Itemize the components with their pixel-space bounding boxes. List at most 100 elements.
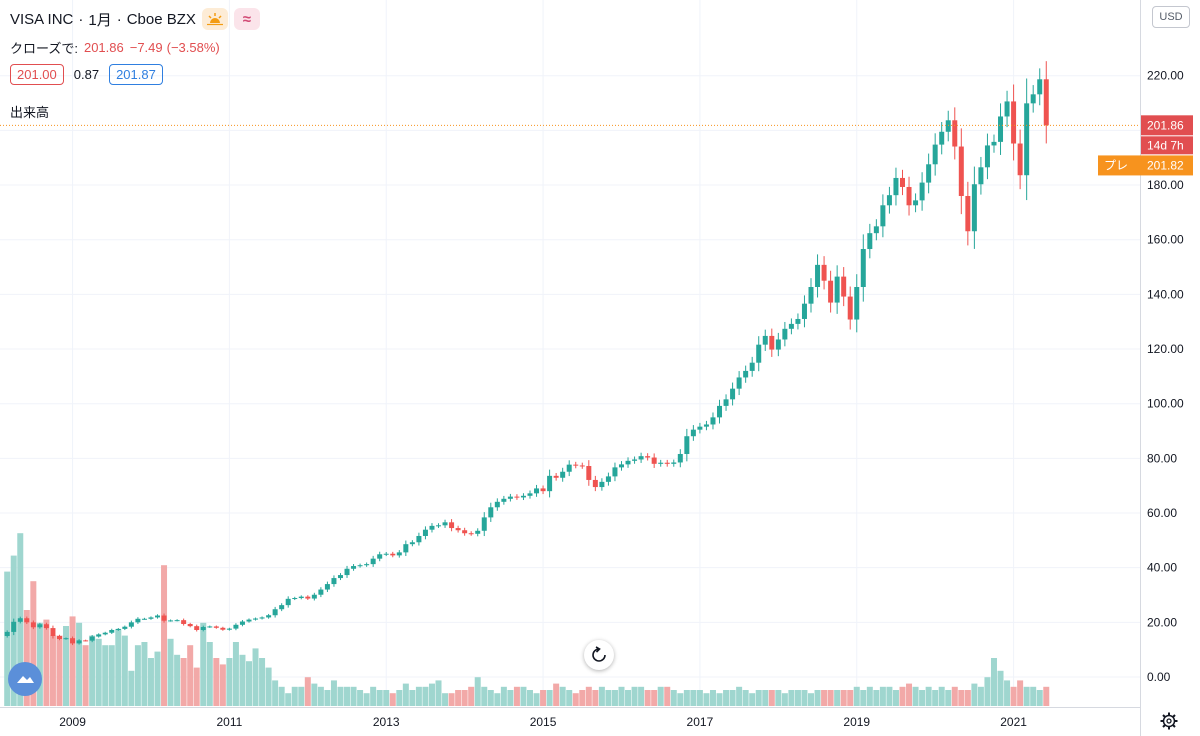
- candle-body: [429, 525, 435, 530]
- volume-bar: [76, 622, 83, 706]
- price-tick-label: 180.00: [1147, 178, 1184, 192]
- candle-body: [841, 276, 847, 297]
- volume-bar: [742, 690, 749, 706]
- candle-body: [181, 620, 187, 624]
- candle-body: [880, 205, 886, 227]
- volume-bar: [180, 658, 187, 706]
- volume-bar: [219, 664, 226, 706]
- volume-bar: [899, 686, 906, 706]
- volume-bar: [278, 686, 285, 706]
- candle-body: [991, 141, 997, 146]
- volume-bar: [723, 690, 730, 706]
- volume-bar: [193, 667, 200, 706]
- candle-body: [266, 615, 272, 618]
- time-axis[interactable]: 2009 2011 2013 2015 2017 2019 2021: [59, 715, 1027, 729]
- volume-bar: [762, 690, 769, 706]
- change-value: −7.49: [129, 40, 163, 55]
- countdown-tag: [1141, 136, 1193, 155]
- volume-bar: [696, 690, 703, 706]
- volume-bar: [520, 686, 527, 706]
- candle-body: [573, 464, 579, 466]
- candle-body: [494, 501, 500, 508]
- candle-body: [723, 399, 729, 406]
- price-tick-label: 80.00: [1147, 451, 1177, 465]
- candle-body: [475, 530, 481, 534]
- volume-bar: [330, 680, 337, 706]
- candle-body: [828, 280, 834, 303]
- candle-body: [677, 453, 683, 463]
- candle-body: [70, 638, 76, 644]
- volume-bar: [840, 690, 847, 706]
- currency-button[interactable]: USD: [1152, 6, 1190, 28]
- volume-bar: [357, 690, 364, 706]
- reset-icon: [592, 646, 606, 662]
- candle-body: [939, 131, 945, 145]
- volume-bar: [108, 645, 115, 706]
- candle-body: [782, 328, 788, 340]
- volume-bar: [337, 686, 344, 706]
- candle-body: [730, 388, 736, 400]
- volume-bar: [115, 629, 122, 706]
- candle-body: [481, 517, 487, 531]
- volume-bar: [324, 690, 331, 706]
- volume-bars: [4, 533, 1050, 706]
- symbol-name[interactable]: VISA INC: [10, 10, 74, 28]
- volume-bar: [958, 690, 965, 706]
- sun-icon[interactable]: [201, 8, 228, 30]
- volume-bar: [409, 690, 416, 706]
- volume-bar: [598, 686, 605, 706]
- volume-label[interactable]: 出来高: [10, 105, 50, 120]
- candle-body: [618, 464, 624, 468]
- volume-bar: [259, 658, 266, 706]
- reset-chart-button[interactable]: [584, 640, 614, 670]
- volume-bar: [187, 645, 194, 706]
- volume-bar: [128, 670, 135, 706]
- volume-bar: [605, 690, 612, 706]
- approx-icon[interactable]: ≈: [233, 8, 260, 30]
- pre-market-tag: [1098, 155, 1193, 176]
- settings-button[interactable]: [1158, 710, 1180, 732]
- bid-price[interactable]: 201.00: [10, 64, 64, 85]
- candle-body: [259, 617, 265, 619]
- volume-bar: [638, 686, 645, 706]
- volume-bar: [1030, 686, 1037, 706]
- volume-bar: [435, 680, 442, 706]
- candle-body: [377, 554, 383, 559]
- candle-body: [736, 377, 742, 389]
- candle-body: [56, 636, 62, 640]
- volume-bar: [644, 690, 651, 706]
- candle-body: [122, 626, 128, 629]
- interval-label[interactable]: 1月: [88, 11, 112, 29]
- volume-bar: [794, 690, 801, 706]
- volume-bar: [1036, 690, 1043, 706]
- candle-body: [200, 626, 206, 630]
- volume-bar: [494, 693, 501, 706]
- volume-bar: [814, 690, 821, 706]
- volume-bar: [553, 683, 560, 706]
- volume-bar: [866, 686, 873, 706]
- volume-bar: [919, 690, 926, 706]
- candle-body: [762, 335, 768, 345]
- candle-body: [305, 596, 311, 599]
- candle-body: [246, 619, 252, 622]
- candle-body: [442, 522, 448, 526]
- volume-bar: [69, 616, 76, 706]
- candle-body: [978, 167, 984, 185]
- tradingview-logo-icon[interactable]: [8, 662, 42, 696]
- volume-bar: [154, 651, 161, 706]
- volume-bar: [43, 619, 50, 706]
- ask-price[interactable]: 201.87: [109, 64, 163, 85]
- volume-bar: [317, 686, 324, 706]
- volume-bar: [370, 686, 377, 706]
- candle-body: [717, 405, 723, 418]
- volume-bar: [964, 690, 971, 706]
- volume-bar: [611, 690, 618, 706]
- volume-bar: [245, 661, 252, 706]
- candle-body: [141, 618, 147, 620]
- candle-body: [684, 436, 690, 454]
- volume-bar: [1043, 686, 1050, 706]
- volume-legend: 出来高: [10, 102, 49, 121]
- volume-bar: [546, 690, 553, 706]
- candle-body: [592, 479, 598, 488]
